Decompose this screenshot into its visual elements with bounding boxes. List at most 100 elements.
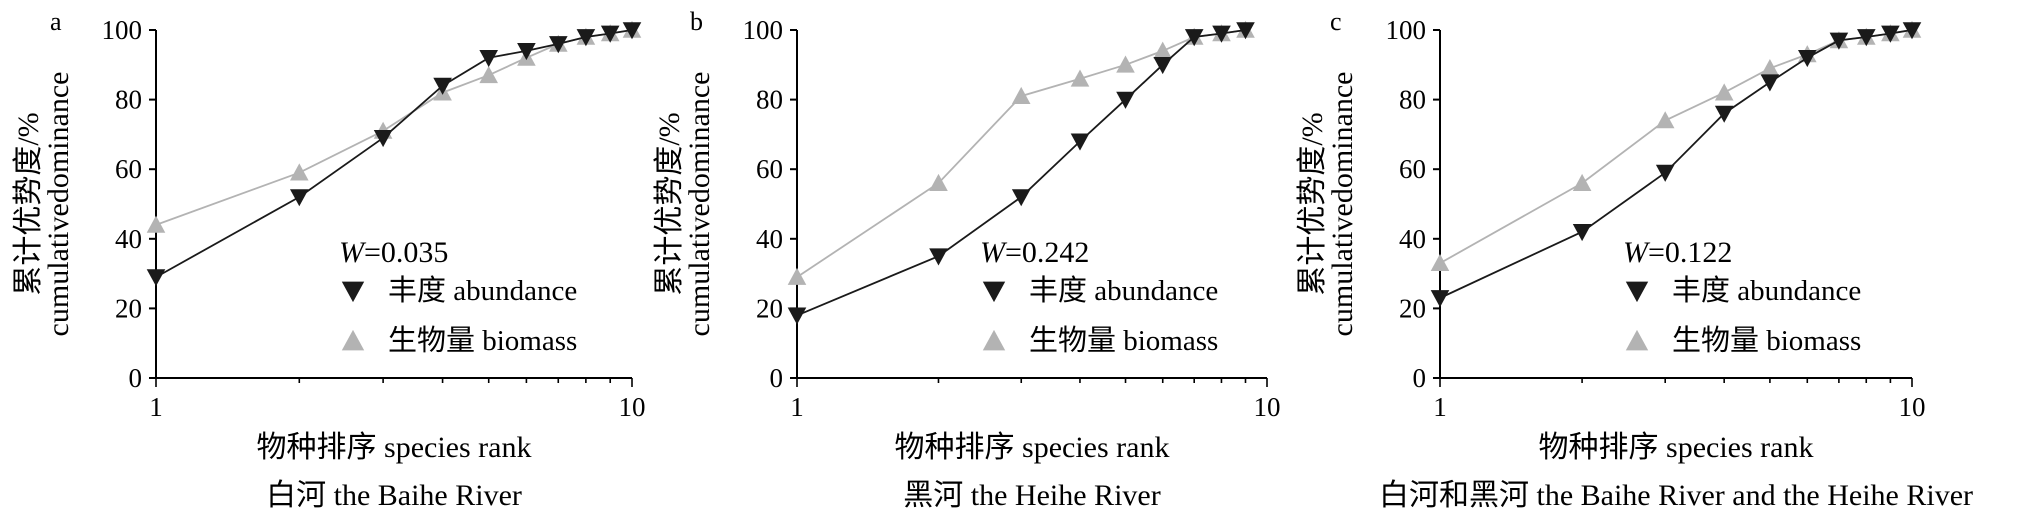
x-tick-label: 1 [149, 392, 163, 422]
y-tick-label: 100 [1386, 15, 1427, 45]
y-tick-label: 100 [102, 15, 143, 45]
y-axis-title-en: cumulativedominance [42, 72, 75, 337]
data-point [1798, 50, 1817, 68]
y-tick-label: 60 [115, 154, 142, 184]
data-point [549, 36, 568, 54]
w-statistic: W=0.035 [339, 236, 448, 269]
y-tick-label: 20 [115, 293, 142, 323]
y-axis-title-cn: 累计优势度/% [653, 112, 686, 295]
chart-panel-b: b 0 20 40 60 80 100 1 10 累计优势度/%cumulativedominan… [653, 7, 1281, 512]
data-point [787, 307, 807, 325]
data-point [1116, 55, 1135, 73]
data-point [290, 163, 309, 181]
data-point [1829, 32, 1849, 50]
y-tick-label: 40 [1399, 224, 1426, 254]
w-symbol: W [1623, 236, 1651, 269]
w-value: =0.122 [1648, 236, 1732, 269]
data-point [1572, 224, 1592, 242]
y-tick-label: 40 [756, 224, 783, 254]
data-point [1760, 59, 1780, 77]
legend-marker [982, 329, 1006, 351]
w-statistic: W=0.122 [1623, 236, 1732, 269]
data-point [1116, 91, 1135, 109]
legend-label: 生物量 biomass [388, 324, 577, 357]
legend-entry: 丰度 abundance [982, 274, 1218, 307]
data-point [1070, 133, 1090, 151]
y-tick-label: 60 [756, 154, 783, 184]
data-point [373, 130, 393, 148]
legend-label: 生物量 biomass [1029, 324, 1218, 357]
y-axis-title-cn: 累计优势度/% [1296, 112, 1329, 295]
w-value: =0.035 [364, 236, 448, 269]
y-tick-label: 0 [1413, 363, 1427, 393]
y-tick-label: 40 [115, 224, 142, 254]
w-symbol: W [339, 236, 367, 269]
data-point [1430, 290, 1450, 308]
data-point [576, 29, 596, 47]
y-tick-label: 20 [1399, 293, 1426, 323]
legend-label: 生物量 biomass [1672, 324, 1861, 357]
y-axis-title-cn: 累计优势度/% [12, 112, 45, 295]
data-point [479, 66, 498, 84]
panel-subtitle: 黑河 the Heihe River [903, 479, 1160, 512]
data-point [1857, 29, 1876, 47]
data-point [1236, 22, 1255, 40]
data-point [290, 189, 309, 207]
data-point [479, 50, 498, 68]
data-point [1902, 22, 1922, 40]
chart-panel-a: a 0 20 40 60 80 100 1 10 累计优势度/%cumulativedominan… [12, 7, 646, 512]
w-value: =0.242 [1005, 236, 1089, 269]
x-axis-title: 物种排序 species rank [895, 431, 1170, 464]
legend-marker [982, 281, 1006, 303]
x-tick-label: 10 [619, 392, 646, 422]
series-line [796, 29, 1246, 317]
w-statistic: W=0.242 [980, 236, 1089, 269]
data-point [1153, 41, 1172, 59]
legend-entry: 生物量 biomass [341, 324, 577, 357]
legend-entry: 丰度 abundance [341, 274, 577, 307]
data-point [1760, 74, 1780, 92]
series-biomass [1430, 20, 1922, 271]
data-point [1655, 164, 1675, 182]
series-line [155, 29, 633, 278]
data-point [1011, 189, 1031, 207]
x-tick-label: 1 [790, 392, 804, 422]
data-point [517, 43, 536, 61]
data-point [433, 77, 452, 95]
x-tick-label: 10 [1254, 392, 1281, 422]
y-tick-label: 80 [1399, 85, 1426, 115]
legend-label: 丰度 abundance [1029, 274, 1218, 307]
legend-marker [341, 329, 365, 351]
legend-marker [1625, 281, 1649, 303]
data-point [1572, 173, 1592, 191]
data-point [146, 215, 166, 233]
data-point [1714, 105, 1734, 123]
data-point [929, 248, 948, 266]
legend-label: 丰度 abundance [1672, 274, 1861, 307]
data-point [1153, 57, 1172, 75]
panel-label: a [50, 7, 62, 36]
data-point [1655, 111, 1675, 129]
panel-label: b [690, 7, 703, 36]
y-axis-title-en: cumulativedominance [683, 72, 716, 337]
data-point [1430, 253, 1450, 271]
data-point [1070, 69, 1090, 87]
data-point [1011, 86, 1031, 104]
y-tick-label: 100 [743, 15, 784, 45]
data-point [1881, 25, 1900, 43]
legend-entry: 丰度 abundance [1625, 274, 1861, 307]
data-point [929, 173, 948, 191]
data-point [1184, 29, 1204, 47]
series-abundance [1430, 22, 1922, 308]
panel-subtitle: 白河 the Baihe River [266, 479, 522, 512]
data-point [1714, 83, 1734, 101]
x-axis-title: 物种排序 species rank [257, 431, 532, 464]
data-point [146, 269, 166, 287]
y-tick-label: 60 [1399, 154, 1426, 184]
series-abundance [146, 22, 642, 287]
y-axis-title-en: cumulativedominance [1326, 72, 1359, 337]
y-tick-label: 0 [129, 363, 143, 393]
w-symbol: W [980, 236, 1008, 269]
legend-marker [341, 281, 365, 303]
y-tick-label: 80 [115, 85, 142, 115]
